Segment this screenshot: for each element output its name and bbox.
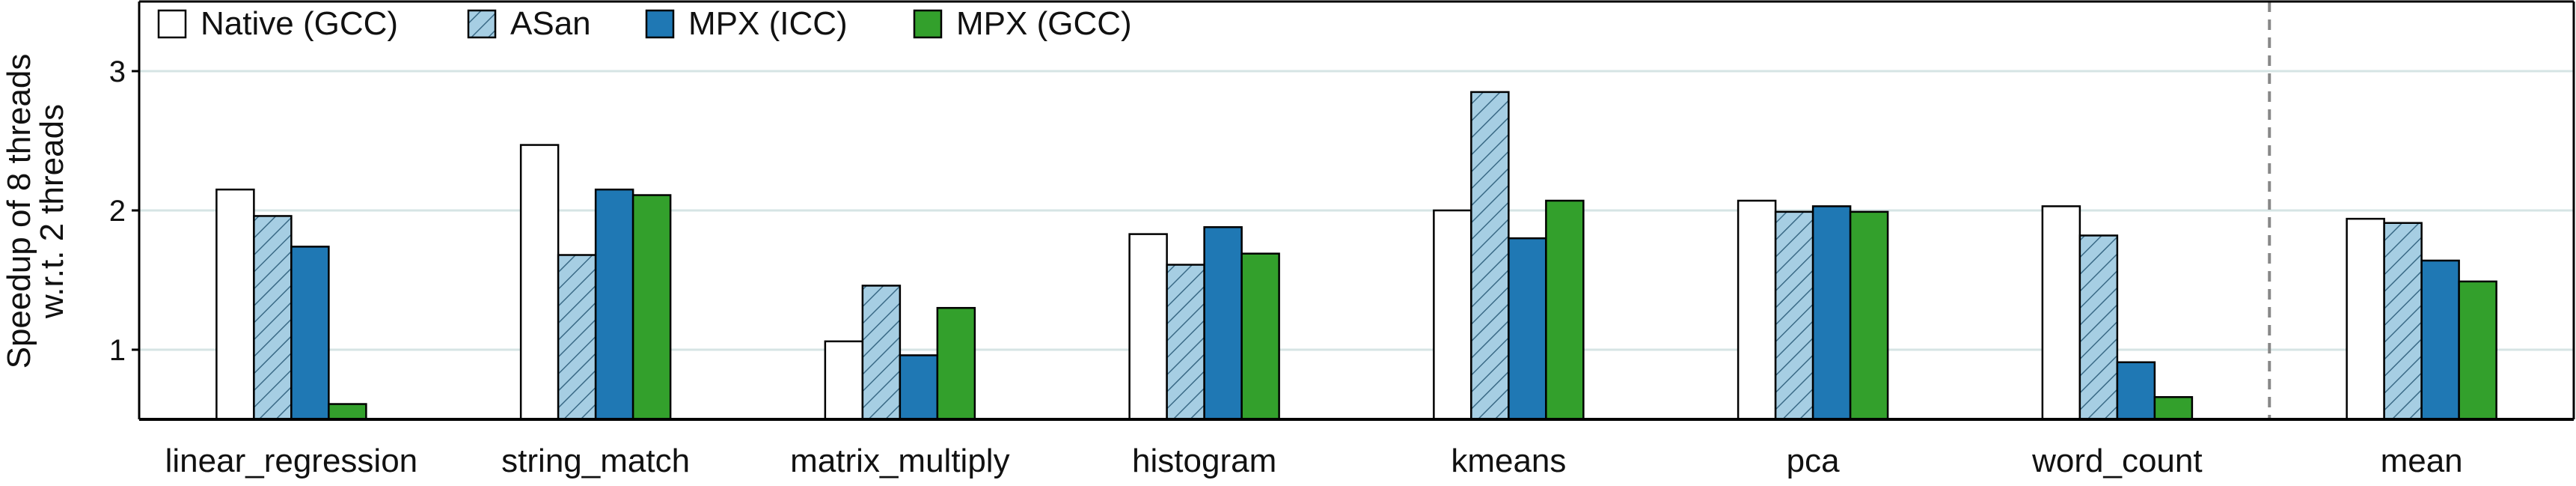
bar-pca-asan	[1774, 210, 1814, 421]
bar-kmeans-asan	[1470, 91, 1510, 421]
bar-linear_regression-mpx-gcc-	[328, 403, 367, 421]
bar-mean-mpx-icc-	[2420, 259, 2460, 421]
bar-histogram-mpx-icc-	[1203, 226, 1243, 421]
bar-kmeans-mpx-icc-	[1508, 237, 1547, 421]
bar-word_count-asan	[2078, 234, 2119, 421]
y-tick-label: 2	[109, 195, 126, 228]
y-axis-label-line: Speedup of 8 threads	[1, 54, 37, 369]
y-tick-label: 1	[109, 334, 126, 367]
x-tick-label: mean	[2381, 443, 2463, 479]
legend-label: MPX (ICC)	[688, 5, 848, 42]
bar-histogram-mpx-gcc-	[1240, 252, 1280, 421]
bar-word_count-native-gcc-	[2041, 205, 2081, 421]
bar-mean-mpx-gcc-	[2458, 280, 2497, 421]
bar-pca-mpx-gcc-	[1849, 210, 1889, 421]
legend-label: MPX (GCC)	[956, 5, 1132, 42]
bar-mean-asan	[2383, 222, 2423, 421]
bar-linear_regression-native-gcc-	[215, 188, 255, 421]
y-axis-label-line: w.r.t. 2 threads	[34, 104, 70, 319]
legend-label: ASan	[510, 5, 591, 42]
y-axis-label: Speedup of 8 threadsw.r.t. 2 threads	[1, 54, 70, 369]
legend-label: Native (GCC)	[201, 5, 398, 42]
bar-linear_regression-asan	[253, 215, 293, 421]
bar-kmeans-mpx-gcc-	[1545, 199, 1585, 421]
legend-swatch	[157, 9, 187, 39]
bar-word_count-mpx-gcc-	[2153, 395, 2194, 421]
x-tick-label: matrix_multiply	[790, 443, 1009, 479]
bar-linear_regression-mpx-icc-	[290, 246, 330, 421]
bar-histogram-native-gcc-	[1128, 233, 1168, 421]
legend-swatch	[645, 9, 675, 39]
x-tick-label: linear_regression	[165, 443, 418, 479]
bar-mean-native-gcc-	[2346, 217, 2385, 421]
bar-matrix_multiply-native-gcc-	[824, 340, 864, 421]
bar-pca-native-gcc-	[1737, 199, 1777, 421]
x-tick-label: histogram	[1132, 443, 1276, 479]
bar-matrix_multiply-asan	[861, 285, 902, 421]
x-tick-label: pca	[1787, 443, 1840, 479]
bar-matrix_multiply-mpx-gcc-	[936, 306, 976, 421]
bar-string_match-mpx-icc-	[594, 188, 634, 421]
bar-histogram-asan	[1166, 264, 1205, 421]
bar-kmeans-native-gcc-	[1433, 209, 1472, 421]
legend-swatch	[467, 9, 497, 39]
y-tick-label: 3	[109, 55, 126, 88]
x-tick-label: word_count	[2031, 443, 2202, 479]
bar-string_match-mpx-gcc-	[631, 194, 672, 421]
bar-word_count-mpx-icc-	[2116, 361, 2156, 421]
x-tick-label: string_match	[501, 443, 690, 479]
bar-string_match-asan	[557, 254, 597, 421]
x-tick-label: kmeans	[1451, 443, 1566, 479]
bar-string_match-native-gcc-	[519, 144, 560, 421]
bar-matrix_multiply-mpx-icc-	[899, 354, 939, 421]
bar-pca-mpx-icc-	[1811, 205, 1852, 421]
legend-swatch	[913, 9, 943, 39]
